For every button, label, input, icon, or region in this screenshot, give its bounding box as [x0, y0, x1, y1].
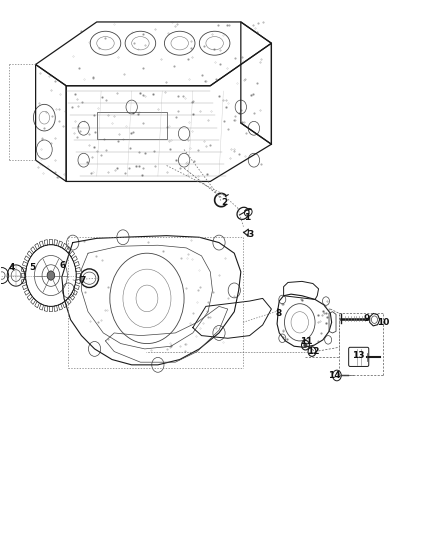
Text: 10: 10 [378, 318, 390, 327]
Text: 12: 12 [307, 347, 320, 356]
Text: 2: 2 [221, 198, 227, 207]
Text: 1: 1 [244, 213, 251, 222]
Text: 9: 9 [364, 314, 370, 323]
Text: 14: 14 [328, 371, 341, 380]
Text: 11: 11 [300, 337, 313, 346]
Text: 7: 7 [80, 276, 86, 285]
Text: 5: 5 [29, 263, 35, 272]
Text: 13: 13 [353, 351, 365, 360]
Circle shape [47, 271, 55, 280]
Text: 6: 6 [60, 261, 66, 270]
Text: 4: 4 [8, 263, 15, 272]
Circle shape [304, 343, 307, 348]
Text: 3: 3 [247, 230, 254, 239]
Text: 8: 8 [276, 309, 282, 318]
